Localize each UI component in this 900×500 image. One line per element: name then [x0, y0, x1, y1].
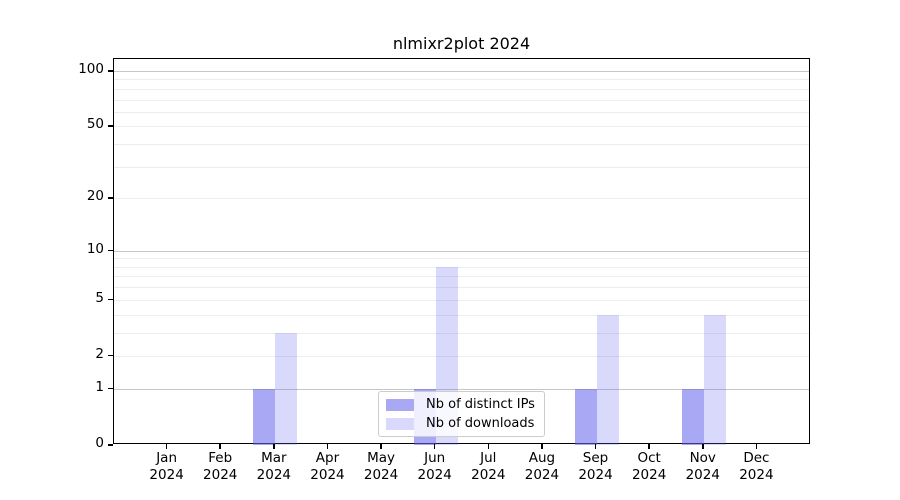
- y-tick-label-50: 50: [86, 116, 104, 133]
- y-tick-label-10: 10: [86, 240, 104, 257]
- gridline-y-10: [114, 250, 809, 252]
- y-tick-0: [108, 444, 113, 446]
- y-tick-10: [108, 249, 113, 252]
- gridline-y-8: [114, 266, 809, 268]
- x-tick-label-sep: Sep 2024: [563, 450, 629, 484]
- gridline-y-2: [114, 355, 809, 357]
- x-tick-year-jul: 2024: [471, 467, 506, 483]
- y-tick-20: [108, 197, 113, 199]
- x-tick-year-apr: 2024: [310, 467, 345, 483]
- x-tick-label-dec: Dec 2024: [723, 450, 789, 484]
- y-tick-100: [108, 70, 113, 72]
- x-tick-label-jul: Jul 2024: [455, 450, 521, 484]
- gridline-y-60: [114, 111, 809, 113]
- x-tick-label-nov: Nov 2024: [670, 450, 736, 484]
- legend-label-downloads: Nb of downloads: [426, 416, 535, 431]
- y-tick-5: [108, 298, 113, 301]
- x-tick-month-apr: Apr: [315, 450, 340, 466]
- x-tick-year-aug: 2024: [524, 467, 560, 483]
- x-tick-month-nov: Nov: [689, 450, 716, 466]
- legend-item-downloads: Nb of downloads: [386, 416, 536, 431]
- x-tick-jun: [433, 444, 436, 449]
- x-tick-label-jun: Jun 2024: [402, 450, 468, 484]
- legend: Nb of distinct IPs Nb of downloads: [378, 391, 545, 437]
- x-tick-month-may: May: [367, 450, 396, 466]
- x-tick-aug: [541, 444, 543, 449]
- x-tick-year-jun: 2024: [417, 467, 452, 483]
- gridline-y-40: [114, 144, 809, 146]
- bar-mar-downloads: [274, 332, 297, 445]
- x-tick-month-jan: Jan: [156, 450, 178, 466]
- y-tick-2: [108, 354, 113, 357]
- x-tick-month-aug: Aug: [528, 450, 556, 466]
- x-tick-month-dec: Dec: [743, 450, 770, 466]
- y-tick-label-1: 1: [95, 378, 104, 395]
- gridline-y-100: [114, 71, 809, 72]
- x-tick-feb: [219, 444, 221, 449]
- gridline-y-5: [114, 299, 809, 301]
- x-tick-year-may: 2024: [363, 467, 399, 483]
- x-tick-label-feb: Feb 2024: [187, 450, 253, 484]
- x-tick-oct: [648, 444, 650, 449]
- x-tick-label-mar: Mar 2024: [241, 450, 307, 484]
- x-tick-month-sep: Sep: [582, 450, 609, 466]
- x-tick-jul: [487, 444, 490, 449]
- plot-area: [113, 58, 810, 445]
- x-tick-sep: [594, 444, 597, 449]
- gridline-y-20: [114, 198, 809, 200]
- bar-sep-downloads: [596, 314, 619, 445]
- legend-swatch-distinct-ips: [386, 398, 414, 411]
- bar-nov-downloads: [703, 314, 726, 445]
- gridline-y-6: [114, 287, 809, 289]
- x-tick-year-oct: 2024: [631, 467, 667, 483]
- gridline-y-7: [114, 276, 809, 278]
- x-tick-month-jul: Jul: [480, 450, 497, 466]
- x-tick-nov: [702, 444, 704, 449]
- x-tick-label-may: May 2024: [348, 450, 414, 484]
- x-tick-label-aug: Aug 2024: [509, 450, 575, 484]
- x-tick-month-feb: Feb: [208, 450, 233, 466]
- legend-label-distinct-ips: Nb of distinct IPs: [426, 397, 535, 412]
- x-tick-month-jun: Jun: [424, 450, 446, 466]
- bar-mar-distinct-ips: [252, 388, 275, 445]
- y-tick-50: [108, 125, 113, 127]
- y-tick-label-100: 100: [78, 61, 104, 77]
- gridline-y-30: [114, 166, 809, 168]
- gridline-y-3: [114, 332, 809, 334]
- x-tick-label-oct: Oct 2024: [616, 450, 682, 484]
- x-tick-year-jan: 2024: [149, 467, 184, 483]
- x-tick-label-apr: Apr 2024: [294, 450, 360, 484]
- gridline-y-50: [114, 126, 809, 128]
- x-tick-month-oct: Oct: [637, 450, 661, 466]
- x-tick-dec: [755, 444, 758, 449]
- legend-item-distinct-ips: Nb of distinct IPs: [386, 397, 536, 412]
- gridline-y-1: [114, 388, 809, 390]
- x-tick-year-mar: 2024: [256, 467, 292, 483]
- gridline-y-4: [114, 314, 809, 316]
- y-tick-1: [108, 387, 113, 390]
- legend-swatch-downloads: [386, 417, 414, 430]
- x-tick-apr: [326, 444, 329, 449]
- bar-nov-distinct-ips: [681, 388, 704, 445]
- bar-sep-distinct-ips: [574, 388, 597, 445]
- gridline-y-90: [114, 79, 809, 81]
- gridline-y-80: [114, 88, 809, 90]
- x-tick-label-jan: Jan 2024: [134, 450, 200, 484]
- x-tick-mar: [273, 444, 275, 449]
- x-tick-jan: [165, 444, 168, 449]
- x-tick-may: [380, 444, 382, 449]
- gridline-y-9: [114, 258, 809, 260]
- chart-title: nlmixr2plot 2024: [392, 34, 531, 53]
- x-tick-month-mar: Mar: [261, 450, 287, 466]
- y-tick-label-5: 5: [95, 289, 104, 306]
- x-tick-year-dec: 2024: [739, 467, 774, 483]
- y-tick-label-0: 0: [95, 435, 104, 451]
- y-tick-label-20: 20: [86, 188, 104, 205]
- x-tick-year-sep: 2024: [578, 467, 613, 483]
- x-tick-year-feb: 2024: [203, 467, 238, 483]
- y-tick-label-2: 2: [95, 345, 104, 362]
- x-tick-year-nov: 2024: [685, 467, 720, 483]
- gridline-y-70: [114, 99, 809, 101]
